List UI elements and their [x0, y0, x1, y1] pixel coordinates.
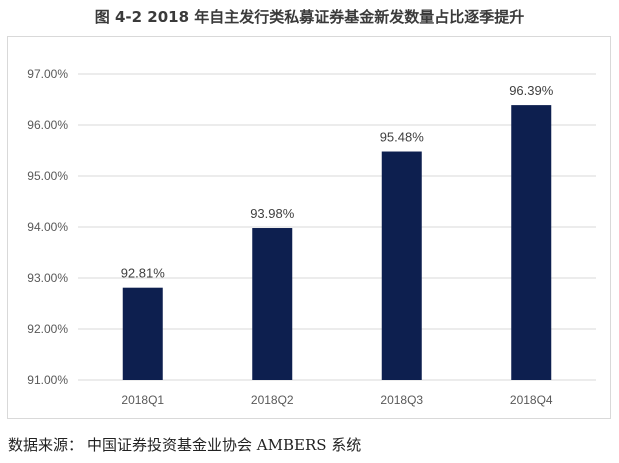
bar [252, 228, 293, 380]
x-tick-label: 2018Q1 [121, 393, 164, 407]
y-tick-label: 94.00% [27, 220, 68, 234]
x-tick-label: 2018Q4 [510, 393, 553, 407]
source-label: 数据来源： [8, 436, 84, 454]
data-label: 96.39% [509, 83, 554, 98]
bar [511, 105, 552, 381]
bar-chart: 91.00% 92.00% 93.00% 94.00% 95.00% 96.00% 97.0… [27, 67, 596, 407]
data-label: 95.48% [380, 130, 425, 145]
y-tick-label: 96.00% [27, 118, 68, 132]
x-tick-label: 2018Q2 [251, 393, 294, 407]
y-tick-label: 93.00% [27, 271, 68, 285]
source-text: 中国证券投资基金业协会 AMBERS 系统 [87, 436, 362, 454]
bar [122, 287, 163, 380]
bar [381, 151, 422, 380]
data-label: 92.81% [121, 266, 166, 281]
source-note: 数据来源： 中国证券投资基金业协会 AMBERS 系统 [8, 434, 361, 455]
chart-title: 图 4-2 2018 年自主发行类私募证券基金新发数量占比逐季提升 [94, 8, 525, 26]
x-tick-label: 2018Q3 [380, 393, 423, 407]
chart-frame: 91.00% 92.00% 93.00% 94.00% 95.00% 96.00% 97.0… [7, 36, 611, 419]
y-tick-label: 97.00% [27, 67, 68, 81]
data-label: 93.98% [250, 206, 295, 221]
y-tick-label: 91.00% [27, 373, 68, 387]
y-tick-label: 95.00% [27, 169, 68, 183]
y-tick-label: 92.00% [27, 322, 68, 336]
